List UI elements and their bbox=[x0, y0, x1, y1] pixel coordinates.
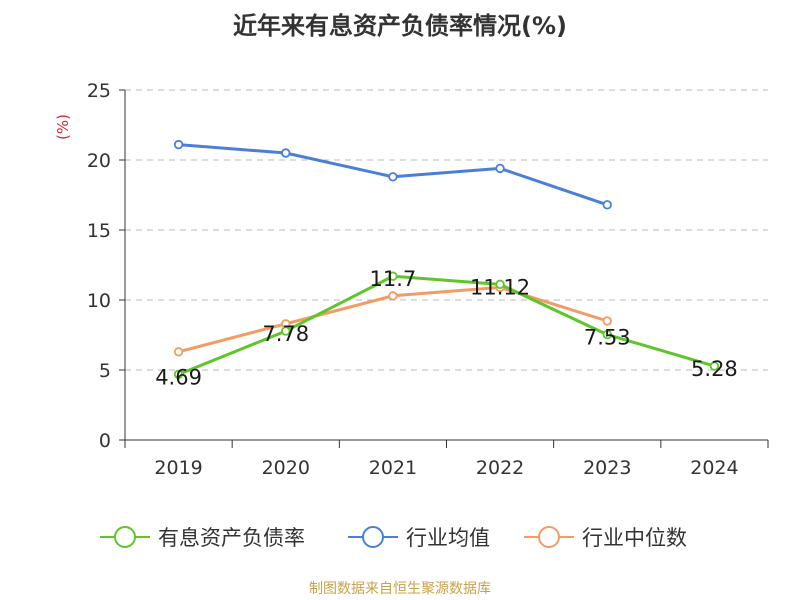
data-label-layer: 4.69 7.78 11.7 11.12 7.53 5.28 bbox=[155, 267, 738, 389]
x-tick-label: 2024 bbox=[690, 457, 738, 479]
data-point bbox=[495, 279, 505, 290]
data-point bbox=[173, 347, 184, 357]
data-point bbox=[602, 316, 612, 326]
data-point bbox=[602, 200, 612, 210]
data-label: 4.69 bbox=[155, 365, 202, 389]
y-tick-label: 10 bbox=[87, 290, 111, 312]
source-note: 制图数据来自恒生聚源数据库 bbox=[309, 581, 491, 597]
y-tick-label: 15 bbox=[87, 220, 111, 242]
x-tick-label: 2022 bbox=[476, 457, 524, 479]
chart-title: 近年来有息资产负债率情况(%) bbox=[233, 12, 567, 40]
x-tick-label: 2023 bbox=[583, 457, 631, 479]
legend-marker bbox=[114, 526, 136, 548]
y-axis-label: (%) bbox=[54, 114, 72, 140]
x-tick-label: 2021 bbox=[369, 457, 417, 479]
series-line bbox=[178, 274, 715, 376]
data-point bbox=[173, 369, 184, 380]
data-point bbox=[281, 148, 291, 158]
y-tick-label: 25 bbox=[87, 80, 111, 102]
data-point bbox=[602, 329, 612, 340]
legend-marker bbox=[362, 526, 384, 548]
data-label: 7.53 bbox=[584, 326, 631, 350]
y-tick-label: 20 bbox=[87, 150, 111, 172]
axis-layer: 0 5 10 15 20 25 2019 2020 2021 2022 2023 2024 (%) bbox=[54, 80, 769, 479]
data-label: 11.7 bbox=[370, 267, 417, 291]
legend-label: 行业均值 bbox=[406, 526, 490, 550]
grid-layer bbox=[125, 89, 768, 371]
data-point bbox=[388, 271, 398, 281]
data-point bbox=[495, 163, 505, 174]
y-tick-label: 5 bbox=[99, 360, 111, 382]
x-tick-label: 2020 bbox=[262, 457, 310, 479]
data-point bbox=[173, 139, 184, 150]
data-point bbox=[281, 326, 291, 336]
legend: 有息资产负债率 行业均值 行业中位数 bbox=[100, 526, 687, 550]
data-point bbox=[388, 291, 398, 301]
data-point bbox=[388, 172, 398, 182]
x-tick-label: 2019 bbox=[154, 457, 202, 479]
data-label: 11.12 bbox=[470, 275, 530, 299]
data-label: 7.78 bbox=[262, 322, 309, 346]
y-tick-label: 0 bbox=[99, 430, 111, 452]
data-point bbox=[709, 361, 720, 371]
legend-label: 有息资产负债率 bbox=[158, 526, 305, 550]
data-label: 5.28 bbox=[691, 357, 738, 381]
legend-label: 行业中位数 bbox=[582, 526, 687, 550]
legend-marker bbox=[538, 526, 560, 548]
series-layer bbox=[173, 139, 720, 380]
